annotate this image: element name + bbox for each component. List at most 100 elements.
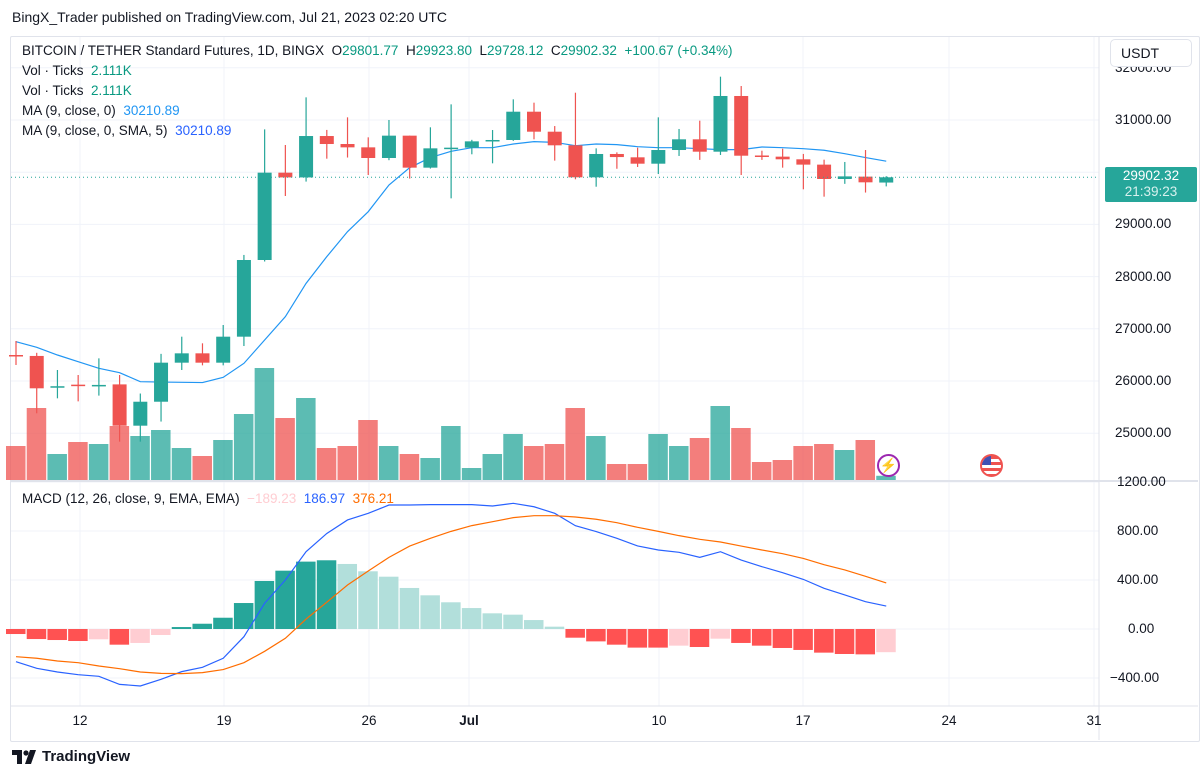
brand-name: TradingView — [42, 748, 131, 765]
volume-bar — [213, 440, 233, 480]
last-price-label: 29902.32 21:39:23 — [1105, 167, 1197, 202]
macd-histogram-bar — [544, 626, 565, 629]
volume-bar — [420, 458, 440, 480]
candle-body — [174, 353, 189, 363]
macd-histogram-bar — [503, 614, 523, 629]
time-axis-label: 24 — [941, 713, 957, 728]
volume-bar — [151, 430, 171, 480]
time-axis-label: 31 — [1086, 713, 1102, 728]
low-value: 29728.12 — [487, 43, 544, 58]
tradingview-logo[interactable]: TradingView — [12, 748, 130, 765]
macd-histogram-bar — [192, 623, 212, 629]
candle-body — [133, 401, 148, 426]
volume-bar — [544, 444, 565, 480]
candle-body — [879, 177, 894, 183]
tradingview-logo-icon — [12, 749, 36, 764]
price-axis-label: 31000.00 — [1115, 112, 1172, 127]
volume-bar — [565, 408, 585, 480]
vol-legend-1[interactable]: Vol · Ticks 2.111K — [22, 63, 132, 78]
candle-body — [464, 141, 479, 148]
macd-histogram-bar — [710, 629, 730, 639]
time-axis-label: 12 — [72, 713, 88, 728]
price-axis-label: 29000.00 — [1115, 216, 1172, 231]
currency-button[interactable]: USDT — [1110, 39, 1192, 67]
time-axis-label: Jul — [459, 713, 479, 728]
macd-legend[interactable]: MACD (12, 26, close, 9, EMA, EMA) −189.2… — [22, 491, 394, 506]
macd-histogram-bar — [337, 563, 358, 629]
time-axis-label: 10 — [651, 713, 667, 728]
candle-body — [402, 135, 417, 168]
volume-bar — [275, 418, 295, 480]
macd-histogram-bar — [378, 576, 399, 629]
macd-histogram-bar — [171, 627, 192, 629]
candle-body — [858, 176, 873, 183]
macd-axis-label: 800.00 — [1117, 523, 1159, 538]
volume-bar — [793, 446, 813, 480]
candle-body — [195, 353, 210, 363]
candle-body — [672, 139, 687, 151]
candle-body — [91, 384, 106, 387]
candle-body — [361, 147, 376, 159]
volume-bar — [751, 462, 772, 480]
lightning-event-icon[interactable]: ⚡ — [877, 454, 900, 477]
vol-legend-2[interactable]: Vol · Ticks 2.111K — [22, 83, 132, 98]
volume-bar — [586, 436, 606, 480]
candle-body — [485, 139, 500, 142]
candle-body — [589, 153, 604, 178]
macd-histogram-bar — [399, 587, 420, 629]
last-price: 29902.32 — [1122, 168, 1180, 183]
close-label: C — [550, 43, 561, 58]
candle-body — [216, 336, 231, 363]
macd-histogram-bar — [876, 629, 896, 653]
macd-histogram-value: −189.23 — [247, 491, 297, 506]
time-axis-label: 17 — [795, 713, 811, 728]
volume-bars — [6, 368, 896, 480]
ma-legend-1[interactable]: MA (9, close, 0) 30210.89 — [22, 103, 180, 118]
candle-body — [257, 172, 272, 261]
vol-label: Vol · Ticks — [22, 63, 84, 78]
close-value: 29902.32 — [560, 43, 617, 58]
macd-axis-label: 1200.00 — [1117, 474, 1166, 489]
candle-body — [713, 95, 728, 152]
macd-histogram-bar — [441, 602, 461, 629]
macd-line — [15, 502, 887, 687]
macd-signal-value: 376.21 — [352, 491, 394, 506]
candle-body — [278, 172, 293, 178]
us-flag-event-icon[interactable] — [980, 454, 1003, 477]
candle-body — [154, 362, 169, 402]
vol-value: 2.111K — [91, 83, 132, 98]
macd-histogram-bar — [855, 629, 876, 655]
volume-bar — [669, 446, 689, 480]
volume-bar — [814, 444, 834, 480]
bar-countdown: 21:39:23 — [1124, 184, 1178, 199]
candle-body — [340, 144, 355, 148]
macd-histogram-bar — [358, 571, 378, 629]
candle-body — [423, 148, 438, 168]
time-axis-label: 19 — [216, 713, 232, 728]
candle-body — [630, 157, 645, 164]
low-label: L — [479, 43, 488, 58]
macd-histogram-bar — [151, 629, 171, 636]
macd-histogram-bar — [731, 629, 751, 643]
candle-body — [692, 139, 707, 152]
time-axis-label: 26 — [361, 713, 377, 728]
volume-bar — [876, 475, 896, 480]
volume-bar — [47, 454, 67, 480]
ma-label: MA (9, close, 0) — [22, 103, 116, 118]
candle-body — [236, 260, 251, 337]
macd-histogram-bar — [793, 629, 813, 650]
candle-body — [50, 386, 65, 388]
macd-histogram-bar — [814, 629, 834, 653]
volume-bar — [316, 448, 337, 480]
ma-legend-2[interactable]: MA (9, close, 0, SMA, 5) 30210.89 — [22, 123, 231, 138]
macd-axis-label: 0.00 — [1128, 621, 1155, 636]
volume-bar — [358, 420, 378, 480]
volume-bar — [130, 436, 150, 480]
macd-label: MACD (12, 26, close, 9, EMA, EMA) — [22, 491, 240, 506]
symbol-legend[interactable]: BITCOIN / TETHER Standard Futures, 1D, B… — [22, 43, 733, 58]
ma-value: 30210.89 — [123, 103, 180, 118]
macd-histogram-bar — [296, 561, 316, 629]
candle-body — [29, 355, 44, 389]
macd-histogram-bar — [109, 629, 130, 645]
